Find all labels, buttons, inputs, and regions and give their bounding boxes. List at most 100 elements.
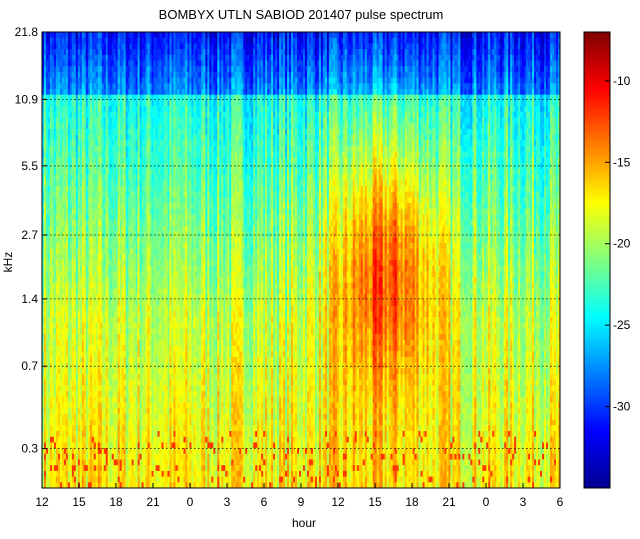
- heatmap-cell: [139, 254, 143, 261]
- heatmap-cell: [131, 328, 135, 335]
- heatmap-cell: [139, 288, 143, 295]
- heatmap-cell: [131, 191, 135, 198]
- heatmap-cell: [111, 425, 115, 432]
- heatmap-cell: [55, 174, 59, 181]
- heatmap-cell: [123, 385, 127, 392]
- heatmap-cell: [115, 459, 119, 466]
- heatmap-cell: [75, 391, 79, 398]
- heatmap-cell: [67, 106, 71, 113]
- heatmap-cell: [129, 94, 133, 101]
- heatmap-cell: [42, 277, 45, 284]
- heatmap-cell: [53, 317, 57, 324]
- heatmap-cell: [81, 368, 85, 375]
- heatmap-cell: [57, 248, 61, 255]
- heatmap-cell: [87, 299, 91, 307]
- heatmap-cell: [49, 134, 53, 141]
- heatmap-cell: [129, 379, 133, 386]
- heatmap-cell: [109, 134, 113, 141]
- heatmap-cell: [97, 470, 101, 478]
- heatmap-cell: [115, 476, 119, 483]
- heatmap-cell: [97, 391, 101, 398]
- heatmap-cell: [89, 37, 93, 44]
- heatmap-cell: [61, 334, 65, 341]
- heatmap-cell: [111, 311, 115, 318]
- heatmap-cell: [123, 408, 127, 415]
- heatmap-cell: [57, 60, 61, 67]
- heatmap-cell: [115, 402, 119, 409]
- heatmap-cell: [53, 157, 57, 164]
- heatmap-cell: [121, 163, 125, 170]
- heatmap-cell: [109, 89, 113, 96]
- heatmap-cell: [99, 123, 103, 130]
- heatmap-cell: [71, 71, 75, 79]
- heatmap-cell: [137, 185, 141, 193]
- heatmap-cell: [51, 328, 55, 335]
- heatmap-cell: [125, 128, 129, 136]
- heatmap-cell: [55, 237, 59, 244]
- heatmap-cell: [53, 203, 57, 210]
- heatmap-cell: [45, 385, 49, 392]
- heatmap-cell: [117, 140, 121, 147]
- heatmap-cell: [127, 94, 131, 101]
- heatmap-cell: [127, 260, 131, 267]
- heatmap-cell: [99, 54, 103, 62]
- heatmap-cell: [53, 288, 57, 295]
- heatmap-cell: [123, 271, 127, 278]
- heatmap-cell: [121, 413, 125, 421]
- heatmap-cell: [135, 77, 139, 84]
- heatmap-cell: [67, 311, 71, 318]
- heatmap-cell: [73, 413, 77, 421]
- heatmap-cell: [47, 168, 51, 176]
- heatmap-cell: [111, 374, 115, 381]
- heatmap-cell: [123, 356, 127, 364]
- heatmap-cell: [49, 356, 53, 364]
- heatmap-cell: [91, 106, 95, 113]
- heatmap-cell: [67, 459, 71, 466]
- heatmap-cell: [83, 391, 87, 398]
- heatmap-cell: [83, 140, 87, 147]
- heatmap-cell: [133, 425, 137, 432]
- heatmap-cell: [133, 459, 137, 466]
- heatmap-cell: [117, 174, 121, 181]
- heatmap-cell: [99, 242, 103, 250]
- heatmap-cell: [85, 208, 89, 215]
- heatmap-cell: [115, 106, 119, 113]
- heatmap-cell: [109, 482, 113, 488]
- heatmap-cell: [75, 374, 79, 381]
- heatmap-cell: [97, 294, 101, 301]
- heatmap-cell: [73, 106, 77, 113]
- heatmap-cell: [137, 214, 141, 221]
- heatmap-cell: [63, 37, 67, 44]
- heatmap-cell: [111, 94, 115, 101]
- heatmap-cell: [115, 328, 119, 335]
- heatmap-cell: [69, 225, 73, 233]
- heatmap-cell: [139, 146, 143, 153]
- heatmap-cell: [67, 111, 71, 119]
- heatmap-cell: [137, 448, 141, 455]
- heatmap-cell: [47, 362, 51, 369]
- heatmap-cell: [129, 442, 133, 449]
- heatmap-cell: [61, 203, 65, 210]
- heatmap-cell: [45, 465, 49, 472]
- heatmap-cell: [65, 334, 69, 341]
- heatmap-cell: [42, 242, 45, 250]
- heatmap-cell: [65, 117, 69, 124]
- heatmap-cell: [141, 391, 145, 398]
- heatmap-cell: [121, 185, 125, 193]
- heatmap-cell: [81, 431, 85, 438]
- heatmap-cell: [42, 208, 45, 215]
- heatmap-cell: [73, 128, 77, 136]
- heatmap-cell: [97, 379, 101, 386]
- heatmap-cell: [119, 419, 123, 426]
- heatmap-cell: [127, 402, 131, 409]
- heatmap-cell: [141, 94, 145, 101]
- heatmap-cell: [83, 345, 87, 352]
- heatmap-cell: [81, 356, 85, 364]
- heatmap-cell: [127, 448, 131, 455]
- heatmap-cell: [65, 339, 69, 347]
- heatmap-cell: [93, 123, 97, 130]
- heatmap-cell: [87, 294, 91, 301]
- heatmap-cell: [61, 345, 65, 352]
- heatmap-cell: [45, 225, 49, 233]
- heatmap-cell: [55, 100, 59, 107]
